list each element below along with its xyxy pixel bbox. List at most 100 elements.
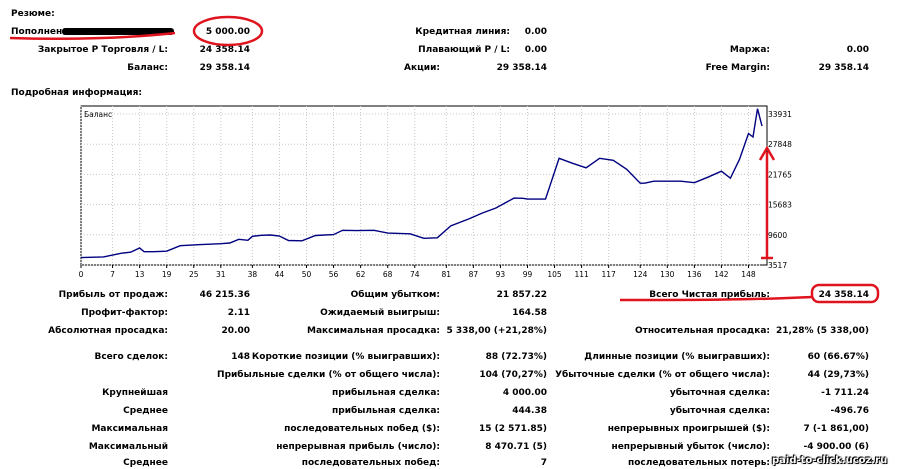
y-tick-label: 9600 bbox=[768, 231, 787, 240]
x-axis-ticks: 0 7 13 19 25 31 38 44 50 56 62 68 74 81 87 93 99 105 111 11… bbox=[79, 265, 756, 279]
largest-loss-label: убыточная сделка: bbox=[669, 388, 770, 398]
watermark: paid-to-click.ucoz.ru bbox=[772, 455, 888, 466]
x-tick-label: 13 bbox=[135, 270, 145, 279]
floating-pl-value: 0.00 bbox=[524, 45, 547, 55]
average-profit-label: прибыльная сделка: bbox=[332, 406, 440, 416]
x-tick-label: 87 bbox=[469, 270, 479, 279]
y-tick-label: 3517 bbox=[768, 261, 787, 270]
avg-consec-wins-label: последовательных побед: bbox=[301, 458, 440, 468]
balance-series bbox=[80, 108, 763, 259]
avg-consec-losses-label: последовательных потерь: bbox=[627, 458, 770, 468]
largest-label: Крупнейшая bbox=[102, 388, 168, 398]
details-title: Подробная информация: bbox=[11, 88, 142, 98]
max-consec-wins-value: 15 (2 571.85) bbox=[478, 424, 547, 434]
x-tick-label: 142 bbox=[714, 270, 729, 279]
max-consec-wins-label: последовательных побед ($): bbox=[284, 424, 440, 434]
max-consec-losses-value: 7 (-1 861,00) bbox=[803, 424, 869, 434]
rel-drawdown-value: 21,28% (5 338,00) bbox=[776, 326, 869, 336]
maximal-label: Максимальный bbox=[88, 442, 168, 452]
balance-line bbox=[80, 108, 763, 259]
annotations bbox=[758, 145, 776, 260]
y-axis-ticks: 33931 27848 21765 15683 9600 3517 bbox=[768, 110, 792, 270]
y-tick-label: 27848 bbox=[768, 140, 792, 149]
floating-pl-label: Плавающий P / L: bbox=[418, 45, 510, 55]
x-tick-label: 38 bbox=[248, 270, 258, 279]
average-profit-value: 444.38 bbox=[512, 406, 547, 416]
y-tick-label: 21765 bbox=[768, 170, 792, 179]
x-tick-label: 19 bbox=[162, 270, 172, 279]
total-trades-value: 148 bbox=[231, 352, 250, 362]
total-trades-label: Всего сделок: bbox=[94, 352, 168, 362]
x-tick-label: 148 bbox=[741, 270, 756, 279]
avg-consec-wins-value: 7 bbox=[540, 458, 547, 468]
abs-drawdown-value: 20.00 bbox=[221, 326, 250, 336]
profit-trades-value: 104 (70,27%) bbox=[479, 370, 547, 380]
long-positions-value: 60 (66.67%) bbox=[807, 352, 869, 362]
gross-profit-value: 46 215.36 bbox=[199, 290, 250, 300]
x-tick-label: 25 bbox=[189, 270, 199, 279]
x-tick-label: 44 bbox=[275, 270, 285, 279]
rel-drawdown-label: Относительная просадка: bbox=[634, 326, 770, 336]
largest-loss-value: -1 711.24 bbox=[821, 388, 869, 398]
x-tick-label: 130 bbox=[660, 270, 675, 279]
credit-line-value: 0.00 bbox=[524, 27, 547, 37]
average-loss-label: убыточная сделка: bbox=[669, 406, 770, 416]
x-tick-label: 0 bbox=[79, 270, 84, 279]
gross-profit-label: Прибыль от продаж: bbox=[58, 290, 168, 300]
x-tick-label: 105 bbox=[547, 270, 562, 279]
net-profit-value: 24 358.14 bbox=[818, 290, 869, 300]
summary-title: Резюме: bbox=[11, 9, 55, 19]
x-tick-label: 74 bbox=[410, 270, 420, 279]
profit-trades-label: Прибыльные сделки (% от общего числа): bbox=[217, 370, 440, 380]
average-loss-value: -496.76 bbox=[830, 406, 869, 416]
x-tick-label: 31 bbox=[216, 270, 226, 279]
long-positions-label: Длинные позиции (% выигравших): bbox=[584, 352, 770, 362]
expected-payoff-label: Ожидаемый выигрыш: bbox=[320, 308, 440, 318]
max-consec-loss-value: -4 900.00 (6) bbox=[803, 442, 869, 452]
max-consec-losses-label: непрерывных проигрышей ($): bbox=[607, 424, 770, 434]
x-tick-label: 99 bbox=[523, 270, 533, 279]
y-tick-label: 33931 bbox=[768, 110, 792, 119]
chart-grid bbox=[80, 106, 762, 266]
x-tick-label: 50 bbox=[302, 270, 312, 279]
profit-factor-value: 2.11 bbox=[227, 308, 250, 318]
abs-drawdown-label: Абсолютная просадка: bbox=[48, 326, 168, 336]
free-margin-label: Free Margin: bbox=[705, 63, 770, 73]
chart-frame bbox=[80, 105, 768, 266]
deposit-value: 5 000.00 bbox=[205, 27, 250, 37]
chart-title: Баланс bbox=[84, 110, 112, 119]
shares-value: 29 358.14 bbox=[496, 63, 547, 73]
closed-pl-value: 24 358.14 bbox=[199, 45, 250, 55]
gross-loss-label: Общим убытком: bbox=[350, 290, 440, 300]
short-positions-label: Короткие позиции (% выигравших): bbox=[251, 352, 440, 362]
balance-value: 29 358.14 bbox=[199, 63, 250, 73]
largest-profit-label: прибыльная сделка: bbox=[332, 388, 440, 398]
y-tick-label: 15683 bbox=[768, 201, 792, 210]
shares-label: Акции: bbox=[404, 63, 440, 73]
loss-trades-label: Убыточные сделки (% от общего числа): bbox=[555, 370, 770, 380]
gross-loss-value: 21 857.22 bbox=[496, 290, 547, 300]
max-consec-loss-label: непрерывный убыток (число): bbox=[611, 442, 770, 452]
x-tick-label: 111 bbox=[574, 270, 589, 279]
x-tick-label: 7 bbox=[110, 270, 115, 279]
average2-label: Среднее bbox=[123, 458, 168, 468]
net-profit-label: Всего Чистая прибыль: bbox=[649, 290, 770, 300]
x-tick-label: 62 bbox=[356, 270, 366, 279]
redaction-scribble bbox=[62, 28, 174, 35]
x-tick-label: 136 bbox=[687, 270, 702, 279]
max-consec-profit-value: 8 470.71 (5) bbox=[485, 442, 547, 452]
closed-pl-label: Закрытое Р Торговля / L: bbox=[37, 45, 168, 55]
annotation-arrow-head bbox=[758, 145, 776, 161]
maximum-label: Максимальная bbox=[91, 424, 168, 434]
largest-profit-value: 4 000.00 bbox=[502, 388, 547, 398]
x-tick-label: 93 bbox=[496, 270, 506, 279]
loss-trades-value: 44 (29,73%) bbox=[807, 370, 869, 380]
average-label: Среднее bbox=[123, 406, 168, 416]
expected-payoff-value: 164.58 bbox=[512, 308, 547, 318]
credit-line-label: Кредитная линия: bbox=[415, 27, 510, 37]
short-positions-value: 88 (72.73%) bbox=[485, 352, 547, 362]
margin-value: 0.00 bbox=[846, 45, 869, 55]
x-tick-label: 81 bbox=[442, 270, 452, 279]
x-tick-label: 117 bbox=[601, 270, 616, 279]
max-drawdown-value: 5 338,00 (+21,28%) bbox=[446, 326, 547, 336]
